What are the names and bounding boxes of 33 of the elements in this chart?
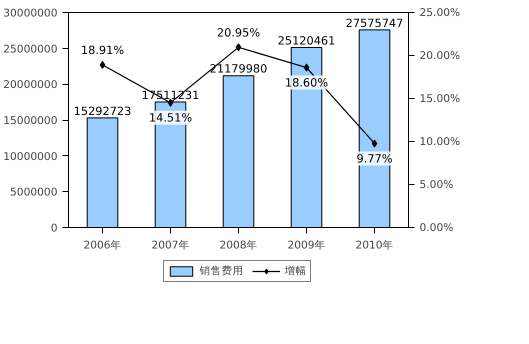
y2-tick-label: 15.00%	[420, 92, 460, 105]
x-tick-label: 2009年	[287, 238, 326, 252]
y-tick-label: 30000000	[3, 6, 58, 20]
data-label: 18.60%	[284, 76, 328, 90]
y-tick-label: 5000000	[10, 186, 58, 199]
legend-label: 销售费用	[200, 264, 244, 278]
data-label: 21179980	[210, 62, 268, 76]
data-label: 9.77%	[356, 151, 393, 166]
y2-tick-label: 20.00%	[420, 49, 460, 62]
data-label: 15292723	[74, 104, 132, 118]
y-tick-label: 0	[50, 222, 58, 234]
legend-label: 增幅	[284, 264, 306, 278]
data-label: 27575747	[346, 16, 404, 30]
y-tick-label: 20000000	[3, 78, 58, 92]
data-label: 25120461	[278, 33, 336, 48]
data-label: 18.91%	[80, 42, 124, 57]
point	[100, 60, 106, 69]
x-tick-label: 2007年	[151, 238, 190, 252]
data-label: 20.95%	[216, 25, 260, 40]
x-tick-label: 2010年	[355, 238, 394, 252]
point	[372, 139, 378, 148]
y-tick-label: 15000000	[3, 114, 58, 127]
point	[236, 43, 242, 52]
x-tick-label: 2008年	[219, 238, 258, 252]
y2-tick-label: 0.00%	[420, 221, 454, 234]
y-tick-label: 10000000	[3, 150, 58, 163]
x-tick-label: 2006年	[83, 238, 122, 252]
y2-tick-label: 10.00%	[420, 135, 460, 148]
y2-tick-label: 5.00%	[420, 178, 454, 191]
y2-tick-label: 25.00%	[420, 6, 460, 19]
point	[304, 64, 310, 72]
data-label: 14.51%	[148, 110, 192, 125]
y-tick-label: 25000000	[3, 42, 58, 56]
